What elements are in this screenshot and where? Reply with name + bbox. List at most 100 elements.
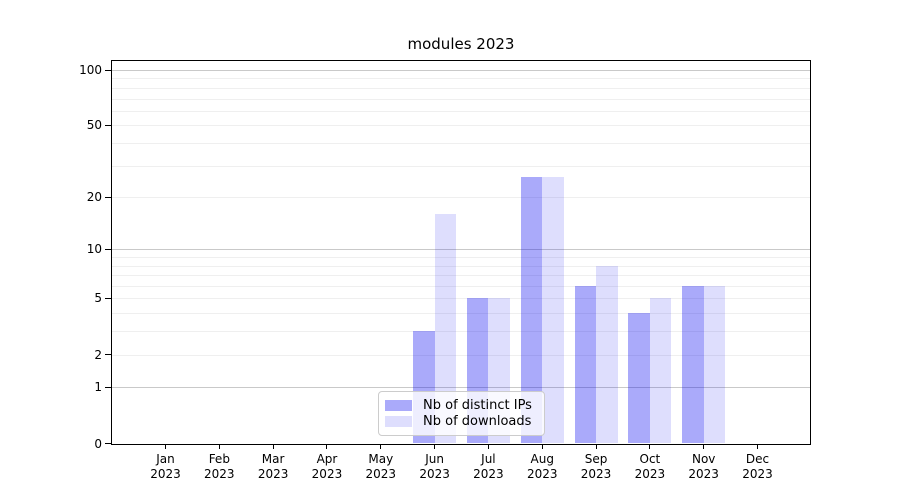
y-tick-label: 0 bbox=[94, 436, 102, 451]
x-tick-year: 2023 bbox=[257, 467, 289, 481]
x-tick-year: 2023 bbox=[688, 467, 719, 481]
gridline-minor bbox=[112, 354, 810, 356]
y-tick-mark bbox=[105, 443, 111, 444]
x-tick-year: 2023 bbox=[634, 467, 666, 481]
gridline-major bbox=[112, 387, 810, 389]
y-tick-mark bbox=[105, 354, 111, 356]
x-tick-mark bbox=[541, 444, 543, 449]
x-tick-year: 2023 bbox=[473, 467, 504, 481]
x-tick-label: Nov 2023 bbox=[676, 452, 732, 482]
gridline-minor bbox=[112, 125, 810, 127]
x-tick-month: Jan bbox=[156, 452, 175, 466]
x-tick-year: 2023 bbox=[365, 467, 397, 481]
bar-downloads bbox=[703, 286, 726, 444]
bar-downloads bbox=[596, 265, 618, 444]
x-tick-month: Oct bbox=[639, 452, 661, 466]
gridline-minor bbox=[112, 257, 810, 259]
gridline-minor bbox=[112, 142, 810, 144]
x-tick-month: Apr bbox=[316, 452, 338, 466]
gridline-minor bbox=[112, 275, 810, 277]
gridline-minor bbox=[112, 78, 810, 80]
x-tick-mark bbox=[272, 444, 274, 449]
x-tick-year: 2023 bbox=[150, 467, 181, 481]
chart-title: modules 2023 bbox=[407, 35, 515, 53]
legend-item-distinct-ips: Nb of distinct IPs bbox=[385, 398, 535, 413]
x-tick-year: 2023 bbox=[419, 467, 450, 481]
gridline-minor bbox=[112, 286, 810, 288]
legend-swatch-distinct-ips bbox=[385, 400, 412, 411]
gridline-minor bbox=[112, 165, 810, 167]
bar-distinct-ips bbox=[682, 286, 704, 444]
bar-distinct-ips bbox=[520, 176, 543, 444]
gridline-minor bbox=[112, 298, 810, 300]
x-tick-label: Dec 2023 bbox=[730, 452, 786, 482]
gridline-major bbox=[112, 249, 810, 251]
gridline-minor bbox=[112, 87, 810, 89]
x-tick-mark bbox=[326, 444, 328, 449]
y-tick-label: 100 bbox=[79, 63, 102, 77]
x-tick-mark bbox=[218, 444, 220, 449]
x-tick-label: Aug 2023 bbox=[514, 452, 570, 482]
y-tick-mark bbox=[105, 297, 111, 299]
y-tick-label: 50 bbox=[86, 118, 102, 133]
y-tick-mark bbox=[105, 386, 111, 388]
legend-swatch-downloads bbox=[385, 416, 412, 427]
bar-downloads bbox=[542, 176, 564, 444]
x-tick-month: Sep bbox=[584, 452, 608, 466]
x-tick-label: May 2023 bbox=[353, 452, 409, 482]
legend: Nb of distinct IPs Nb of downloads bbox=[378, 391, 545, 436]
x-tick-mark bbox=[487, 444, 489, 449]
y-tick-label: 5 bbox=[94, 291, 102, 306]
legend-item-downloads: Nb of downloads bbox=[385, 414, 535, 429]
y-tick-mark bbox=[105, 124, 111, 126]
x-tick-label: Oct 2023 bbox=[622, 452, 678, 482]
x-tick-year: 2023 bbox=[580, 467, 612, 481]
bar-downloads bbox=[434, 214, 457, 444]
x-tick-month: Jun bbox=[425, 452, 444, 466]
x-tick-label: Mar 2023 bbox=[245, 452, 301, 482]
x-tick-label: Jun 2023 bbox=[407, 452, 463, 482]
x-tick-label: Feb 2023 bbox=[191, 452, 247, 482]
x-tick-month: Feb bbox=[208, 452, 230, 466]
gridline-major bbox=[112, 70, 810, 71]
gridline-minor bbox=[112, 98, 810, 100]
x-tick-month: May bbox=[368, 452, 394, 466]
x-tick-mark bbox=[434, 444, 436, 449]
x-tick-month: Nov bbox=[691, 452, 716, 466]
x-tick-year: 2023 bbox=[742, 467, 773, 481]
bar-distinct-ips bbox=[574, 286, 597, 444]
gridline-minor bbox=[112, 331, 810, 333]
bar-downloads bbox=[649, 298, 672, 444]
x-tick-label: Apr 2023 bbox=[299, 452, 355, 482]
x-tick-label: Jan 2023 bbox=[138, 452, 194, 482]
x-tick-mark bbox=[380, 444, 382, 449]
x-tick-month: Jul bbox=[481, 452, 496, 466]
y-tick-label: 20 bbox=[86, 190, 102, 205]
x-tick-year: 2023 bbox=[204, 467, 235, 481]
x-tick-label: Jul 2023 bbox=[460, 452, 516, 482]
y-tick-mark bbox=[105, 196, 111, 198]
x-tick-mark bbox=[165, 444, 166, 449]
y-tick-label: 2 bbox=[94, 347, 102, 362]
x-tick-year: 2023 bbox=[311, 467, 343, 481]
y-tick-mark bbox=[105, 69, 111, 71]
gridline-minor bbox=[112, 110, 810, 112]
x-tick-mark bbox=[703, 444, 705, 449]
gridline-minor bbox=[112, 265, 810, 267]
x-tick-mark bbox=[649, 444, 651, 449]
x-tick-mark bbox=[595, 444, 597, 449]
y-tick-label: 10 bbox=[86, 242, 102, 257]
x-tick-month: Aug bbox=[530, 452, 554, 466]
x-tick-month: Mar bbox=[261, 452, 285, 466]
plot-area bbox=[111, 60, 811, 445]
x-tick-month: Dec bbox=[745, 452, 770, 466]
legend-label-distinct-ips: Nb of distinct IPs bbox=[423, 398, 532, 413]
y-tick-label: 1 bbox=[94, 380, 102, 395]
gridline-minor bbox=[112, 197, 810, 199]
bar-distinct-ips bbox=[628, 313, 650, 444]
x-tick-label: Sep 2023 bbox=[568, 452, 624, 482]
legend-label-downloads: Nb of downloads bbox=[423, 414, 532, 429]
y-tick-mark bbox=[105, 248, 111, 250]
gridline-minor bbox=[112, 313, 810, 315]
